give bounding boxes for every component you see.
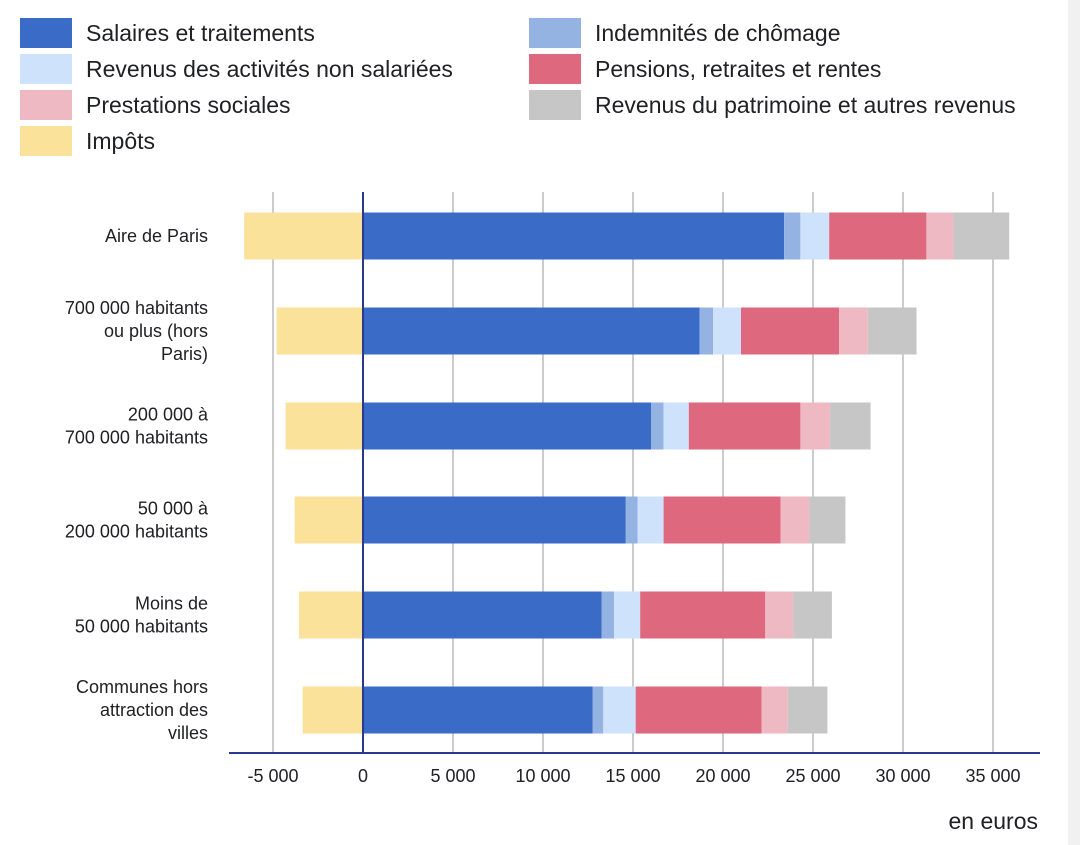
bar-segment [663,496,781,544]
bar-segment [603,686,636,734]
category-label-line: Paris) [161,344,208,364]
bar-segment [784,212,801,260]
bar-segment [244,212,363,260]
bar-segment [800,402,831,450]
bar-segment [699,307,714,355]
legend-swatch [20,54,72,84]
legend-item: Prestations sociales [20,87,291,123]
x-tick-label: 10 000 [515,766,570,786]
bar-segment [637,496,664,544]
bar-segment [614,591,641,639]
x-tick-label: 25 000 [785,766,840,786]
category-label: 700 000 habitants ou plus (hors Paris) [65,298,208,364]
legend-swatch [20,18,72,48]
category-label: Moins de 50 000 habitants [75,594,208,637]
legend-item: Pensions, retraites et rentes [529,51,881,87]
bar-segment [765,591,794,639]
legend-label: Impôts [86,127,156,154]
legend-label: Pensions, retraites et rentes [595,55,882,82]
legend-item: Impôts [20,123,155,159]
category-label-line: Moins de [135,594,208,614]
legend-swatch [529,90,581,120]
category-label-line: 50 000 habitants [75,617,208,637]
legend-swatch [20,90,72,120]
bar-segment [761,686,788,734]
legend-label: Salaires et traitements [86,19,315,46]
x-tick-label: 5 000 [430,766,475,786]
category-label: Communes hors attraction des villes [76,677,208,743]
bar-segment [793,591,832,639]
bar-segment [640,591,766,639]
bar-segment [285,402,363,450]
bar-segment [294,496,363,544]
bar-segment [741,307,840,355]
bar-segment [787,686,828,734]
category-label-line: Aire de Paris [105,226,208,246]
bar-segment [651,402,664,450]
bar-segment [800,212,830,260]
category-label-line: Communes hors [76,677,208,697]
chart-legend: Salaires et traitements Indemnités de chô… [0,0,1080,165]
legend-swatch [529,54,581,84]
scrollbar-track [1068,0,1080,845]
bar-segment [839,307,868,355]
legend-label: Revenus du patrimoine et autres revenus [595,91,1016,118]
bar-segment [867,307,917,355]
category-label-line: 50 000 à [138,499,209,519]
bar-segment [780,496,810,544]
category-label-line: ou plus (hors [104,321,208,341]
x-tick-label: 30 000 [875,766,930,786]
x-tick-label: 0 [358,766,368,786]
bar-segment [809,496,846,544]
bar-segment [601,591,615,639]
legend-label: Revenus des activités non salariées [86,55,453,82]
bar-segment [953,212,1010,260]
legend-item: Revenus des activités non salariées [20,51,453,87]
bar-segment [363,402,651,450]
bar-segment [592,686,604,734]
bar-segment [663,402,689,450]
bar-segment [276,307,363,355]
bar-segment [829,212,927,260]
bar-segment [635,686,762,734]
category-label: 200 000 à 700 000 habitants [65,405,209,448]
legend-swatch [20,126,72,156]
x-tick-label: 35 000 [965,766,1020,786]
bar-segment [363,686,593,734]
legend-item: Salaires et traitements [20,15,315,51]
bar-segment [363,591,602,639]
bar-segment [299,591,363,639]
bar-segment [625,496,638,544]
x-tick-label: 20 000 [695,766,750,786]
category-label-line: 200 000 habitants [65,522,208,542]
bar-segment [302,686,363,734]
bar-segment [926,212,954,260]
category-label-line: 700 000 habitants [65,298,208,318]
bar-segment [713,307,741,355]
bar-segment [363,212,785,260]
category-label-line: attraction des [100,700,208,720]
legend-label: Prestations sociales [86,91,291,118]
x-tick-label: -5 000 [247,766,298,786]
category-label-line: 700 000 habitants [65,428,208,448]
bar-segment [363,307,700,355]
category-label: Aire de Paris [105,226,208,246]
legend-swatch [529,18,581,48]
x-axis-title: en euros [948,808,1038,834]
x-tick-label: 15 000 [605,766,660,786]
bar-segment [830,402,871,450]
bar-segment [688,402,801,450]
category-label-line: 200 000 à [128,405,209,425]
bar-segment [363,496,626,544]
legend-item: Revenus du patrimoine et autres revenus [529,87,1016,123]
category-label-line: villes [168,723,208,743]
category-label: 50 000 à 200 000 habitants [65,499,209,542]
legend-item: Indemnités de chômage [529,15,841,51]
legend-label: Indemnités de chômage [595,19,841,46]
